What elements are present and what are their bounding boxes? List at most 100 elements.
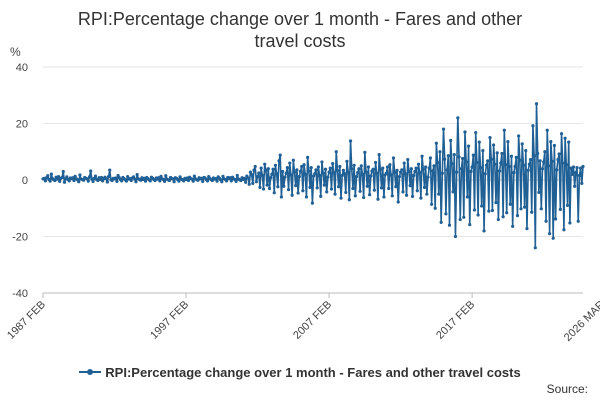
data-point	[440, 171, 444, 175]
data-point	[357, 167, 361, 171]
data-point	[99, 175, 104, 180]
data-point	[489, 157, 493, 161]
data-point	[182, 179, 186, 183]
legend-label: RPI:Percentage change over 1 month - Far…	[105, 365, 521, 380]
data-point	[456, 116, 460, 120]
data-point	[307, 169, 311, 173]
data-point	[410, 194, 415, 198]
data-point	[273, 163, 278, 167]
data-point	[506, 139, 510, 144]
data-point	[559, 132, 564, 136]
data-point	[553, 217, 558, 221]
data-point	[412, 173, 416, 178]
data-point	[371, 167, 375, 171]
data-point	[502, 128, 506, 132]
data-point	[251, 181, 255, 185]
data-point	[308, 185, 312, 189]
data-point	[533, 246, 537, 250]
data-point	[263, 162, 267, 166]
data-point	[362, 195, 366, 200]
data-point	[451, 190, 455, 194]
data-point	[89, 169, 93, 173]
data-point	[260, 173, 264, 178]
data-point	[387, 186, 391, 191]
data-point	[331, 162, 335, 166]
y-tick-label: 20	[16, 119, 28, 131]
source-label: Source:	[546, 382, 588, 396]
series-group	[41, 102, 585, 250]
data-point	[334, 150, 338, 154]
data-point	[42, 176, 46, 180]
data-point	[532, 154, 536, 158]
data-point	[284, 171, 288, 175]
data-point	[564, 163, 568, 167]
data-point	[352, 163, 356, 167]
data-point	[372, 188, 376, 192]
data-point	[546, 164, 551, 168]
data-point	[93, 174, 98, 178]
data-point	[257, 171, 261, 175]
data-point	[539, 207, 543, 211]
data-point	[316, 165, 320, 169]
data-point	[416, 162, 421, 166]
data-point	[124, 179, 129, 183]
data-point	[488, 136, 492, 140]
data-point	[335, 168, 340, 172]
data-point	[282, 184, 286, 188]
data-point	[507, 164, 511, 169]
data-point	[104, 177, 108, 181]
data-point	[290, 193, 294, 197]
data-point	[446, 154, 450, 158]
data-point	[71, 176, 75, 180]
data-point	[62, 180, 67, 184]
data-point	[272, 191, 276, 195]
data-point	[518, 158, 522, 162]
data-point	[341, 168, 345, 172]
data-point	[478, 165, 483, 170]
data-point	[301, 189, 305, 193]
data-point	[153, 178, 157, 183]
data-point	[78, 173, 82, 177]
data-point	[501, 215, 505, 219]
data-point	[570, 172, 574, 176]
data-point	[450, 162, 454, 166]
data-point	[255, 175, 260, 179]
data-point	[81, 178, 86, 182]
data-point	[520, 142, 524, 146]
data-point	[493, 162, 497, 166]
data-point	[286, 188, 291, 192]
data-point	[298, 169, 303, 174]
data-point	[406, 158, 410, 162]
data-point	[239, 178, 243, 183]
data-point	[538, 159, 542, 163]
chart-title-line2: travel costs	[254, 31, 346, 51]
data-point	[484, 163, 489, 167]
data-point	[234, 179, 238, 184]
data-point	[552, 143, 556, 148]
data-point	[172, 180, 176, 184]
data-point	[567, 140, 571, 144]
data-point	[171, 177, 175, 181]
data-point	[455, 170, 459, 174]
data-point	[303, 172, 307, 176]
data-point	[288, 161, 292, 165]
data-point	[379, 186, 384, 190]
data-point	[513, 164, 517, 169]
data-point	[277, 159, 281, 163]
legend: RPI:Percentage change over 1 month - Far…	[0, 365, 600, 380]
data-point	[558, 207, 562, 211]
data-point	[480, 204, 484, 208]
data-point	[396, 200, 400, 204]
data-point	[563, 136, 567, 140]
data-point	[126, 175, 130, 179]
data-point	[291, 158, 295, 162]
data-point	[428, 156, 433, 160]
data-point	[369, 174, 373, 178]
data-point	[43, 179, 47, 183]
data-point	[545, 128, 549, 132]
data-point	[477, 140, 481, 144]
data-point	[377, 152, 381, 157]
data-point	[186, 178, 191, 183]
data-point	[201, 179, 205, 184]
data-point	[432, 164, 436, 168]
